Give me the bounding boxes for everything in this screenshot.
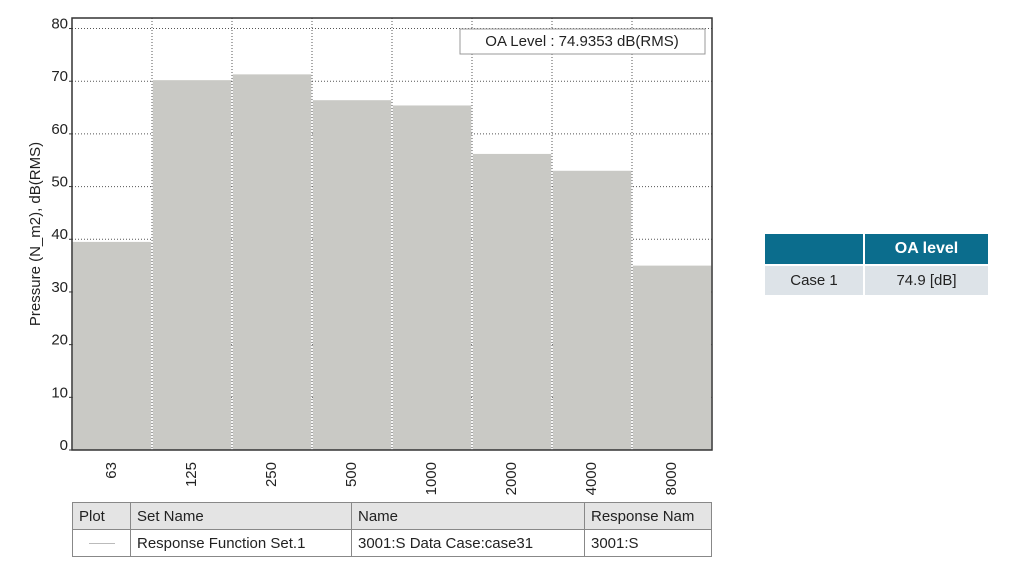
- summary-table: OA level Case 1 74.9 [dB]: [765, 234, 990, 295]
- header-row: Plot Set Name Name Response Nam: [72, 502, 712, 530]
- legend-table: Plot Set Name Name Response Nam Response…: [72, 502, 712, 557]
- chart: Pressure (N_m2), dB(RMS) OA Level : 74.9…: [27, 16, 713, 495]
- y-tick-label: 0: [60, 437, 68, 454]
- header-cell: Plot: [72, 502, 131, 530]
- cell: Case 1: [765, 264, 865, 295]
- bar: [152, 80, 232, 450]
- header-cell: [765, 234, 865, 265]
- bar: [552, 170, 632, 450]
- x-tick-label: 500: [343, 462, 360, 487]
- y-tick-label: 20: [51, 332, 68, 349]
- row: Response Function Set.1 3001:S Data Case…: [72, 529, 712, 557]
- x-tick-label: 63: [103, 462, 120, 479]
- bar: [312, 100, 392, 450]
- bar: [392, 105, 472, 450]
- y-tick-label: 30: [51, 279, 68, 296]
- bar: [472, 153, 552, 451]
- plot-frame: [71, 17, 713, 451]
- x-tick-label: 8000: [663, 462, 680, 495]
- x-tick-label: 4000: [583, 462, 600, 495]
- cell: 3001:S Data Case:case31: [351, 529, 585, 557]
- x-tick-label: 2000: [503, 462, 520, 495]
- annotation: OA Level : 74.9353 dB(RMS): [485, 33, 678, 50]
- y-tick-label: 80: [51, 16, 68, 33]
- header-cell: Response Nam: [584, 502, 712, 530]
- bar: [232, 74, 312, 451]
- annotation-box: [459, 28, 706, 55]
- y-tick-label: 70: [51, 68, 68, 85]
- y-tick-label: 40: [51, 226, 68, 243]
- header-cell: Name: [351, 502, 585, 530]
- plot-swatch: [88, 542, 115, 544]
- bar: [72, 241, 152, 450]
- header-cell: OA level: [864, 234, 990, 265]
- y-axis-label: Pressure (N_m2), dB(RMS): [27, 142, 44, 326]
- x-tick-label: 250: [263, 462, 280, 487]
- y-tick-label: 10: [51, 384, 68, 401]
- cell: 3001:S: [584, 529, 712, 557]
- grid: [72, 18, 712, 451]
- cell: 74.9 [dB]: [864, 264, 990, 295]
- plot-swatch-cell: [72, 529, 131, 557]
- row: Case 1 74.9 [dB]: [765, 264, 990, 295]
- x-tick-label: 1000: [423, 462, 440, 495]
- x-tick-label: 125: [183, 462, 200, 487]
- cell: Response Function Set.1: [130, 529, 352, 557]
- y-tick-label: 50: [51, 174, 68, 191]
- header-row: OA level: [765, 234, 990, 265]
- bar: [632, 265, 712, 450]
- y-tick-label: 60: [51, 121, 68, 138]
- bars: [72, 74, 712, 451]
- header-cell: Set Name: [130, 502, 352, 530]
